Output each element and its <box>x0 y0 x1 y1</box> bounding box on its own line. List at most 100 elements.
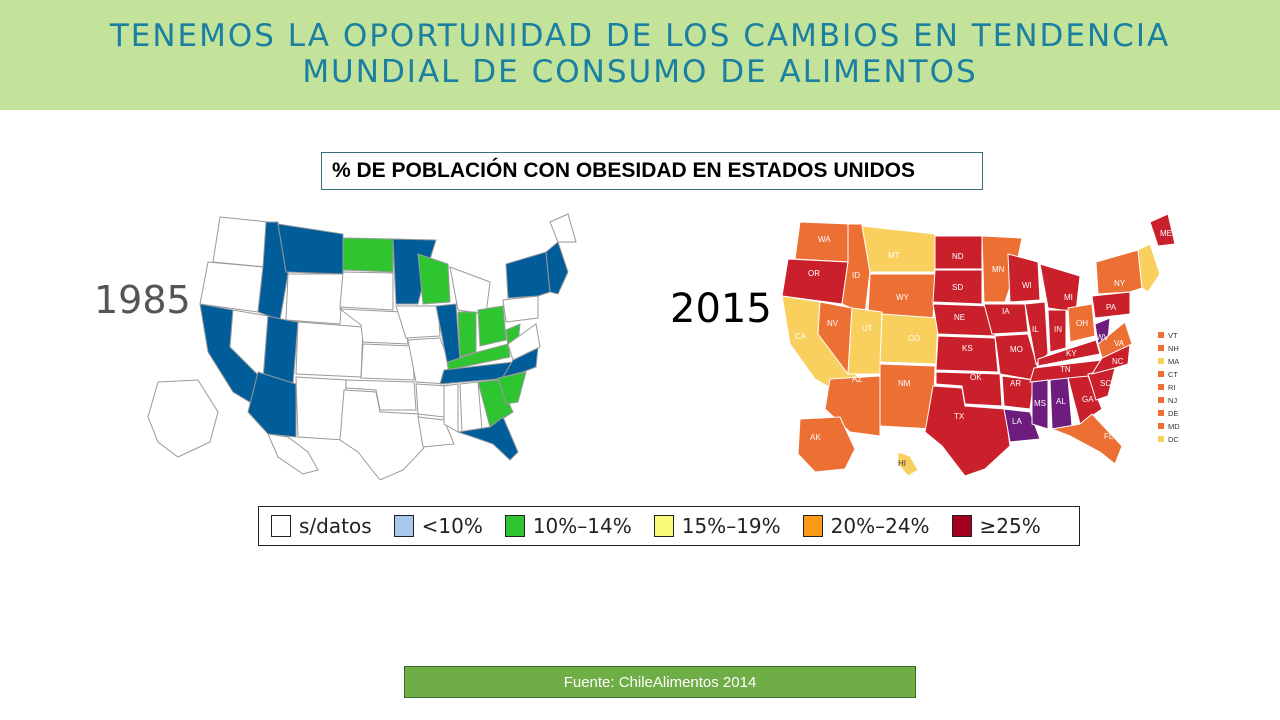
state-nd-2015 <box>934 235 983 270</box>
state-mt-2015 <box>861 225 936 273</box>
side-label-md: MD <box>1168 422 1180 431</box>
state-or <box>199 261 264 313</box>
year-label-1985: 1985 <box>94 278 191 322</box>
map-subtitle: % DE POBLACIÓN CON OBESIDAD EN ESTADOS U… <box>321 152 983 190</box>
label-mn: MN <box>992 265 1005 274</box>
label-ga: GA <box>1082 395 1094 404</box>
side-label-vt: VT <box>1168 331 1178 340</box>
state-ne2-2015 <box>1137 243 1161 293</box>
state-il-2015 <box>1024 301 1049 365</box>
state-ga <box>477 379 514 428</box>
label-pa: PA <box>1106 303 1117 312</box>
side-label-nj: NJ <box>1168 396 1177 405</box>
state-nm <box>295 376 347 441</box>
page-title: TENEMOS LA OPORTUNIDAD DE LOS CAMBIOS EN… <box>0 18 1280 90</box>
side-label-dc: DC <box>1168 435 1179 444</box>
legend-item-20-24: 20%–24% <box>802 514 940 538</box>
label-al: AL <box>1056 397 1066 406</box>
legend-label: ≥25% <box>979 514 1041 538</box>
state-ak-2015 <box>797 416 856 473</box>
side-label-de: DE <box>1168 409 1178 418</box>
label-ia: IA <box>1002 307 1010 316</box>
state-ut <box>262 315 299 385</box>
state-ar <box>415 383 449 418</box>
label-oh: OH <box>1076 319 1088 328</box>
map-2015: WA OR CA ID NV MT WY UT CO AZ NM ND SD N… <box>781 214 1180 477</box>
label-ne: NE <box>954 313 965 322</box>
side-label-ri: RI <box>1168 383 1176 392</box>
label-nd: ND <box>952 252 964 261</box>
side-label-ct: CT <box>1168 370 1178 379</box>
legend-item-gte25: ≥25% <box>951 514 1051 538</box>
label-id: ID <box>852 271 860 280</box>
small-state-key: VT NH MA CT RI NJ DE MD DC <box>1158 331 1180 444</box>
legend-item-15-19: 15%–19% <box>653 514 791 538</box>
side-label-ma: MA <box>1168 357 1179 366</box>
state-me-2015 <box>1149 214 1176 247</box>
state-in <box>457 311 477 358</box>
legend-item-no-data: s/datos <box>271 514 382 538</box>
label-or: OR <box>808 269 820 278</box>
label-ny: NY <box>1114 279 1126 288</box>
state-sd <box>339 271 394 311</box>
label-ar: AR <box>1010 379 1021 388</box>
state-co <box>295 321 364 378</box>
state-ny-2015 <box>1095 249 1143 295</box>
state-tx <box>339 389 425 480</box>
state-oh-2015 <box>1067 303 1096 343</box>
label-wa: WA <box>818 235 831 244</box>
header-banner: TENEMOS LA OPORTUNIDAD DE LOS CAMBIOS EN… <box>0 0 1280 110</box>
state-hi <box>267 433 319 475</box>
state-ny <box>505 251 551 299</box>
label-fl: FL <box>1104 432 1114 441</box>
label-wv: WV <box>1096 333 1110 342</box>
state-me <box>549 213 577 243</box>
label-tx: TX <box>954 412 965 421</box>
state-oh <box>477 305 507 347</box>
legend-label: 20%–24% <box>830 514 930 538</box>
label-ky: KY <box>1066 349 1077 358</box>
state-ky <box>447 343 511 371</box>
label-mo: MO <box>1010 345 1023 354</box>
label-nm: NM <box>898 379 911 388</box>
label-nc: NC <box>1112 357 1124 366</box>
state-fl-2015 <box>1050 413 1123 465</box>
state-ms <box>443 383 459 433</box>
label-hi: HI <box>898 459 906 468</box>
state-va <box>507 323 541 361</box>
label-va: VA <box>1114 339 1125 348</box>
state-sd-2015 <box>932 269 983 305</box>
state-ky-2015 <box>1037 339 1101 367</box>
source-caption: Fuente: ChileAlimentos 2014 <box>404 666 916 698</box>
label-ca: CA <box>795 332 807 341</box>
state-ks <box>360 343 415 381</box>
state-fl <box>457 416 519 461</box>
label-me: ME <box>1160 229 1172 238</box>
state-ar-2015 <box>1001 375 1035 410</box>
label-la: LA <box>1012 417 1022 426</box>
legend-swatch <box>951 515 972 537</box>
state-ga-2015 <box>1067 375 1103 425</box>
legend-label: <10% <box>421 514 483 538</box>
label-wi: WI <box>1022 281 1032 290</box>
state-nd <box>342 237 394 273</box>
label-ms: MS <box>1034 399 1046 408</box>
legend-swatch <box>393 515 414 537</box>
label-in: IN <box>1054 325 1062 334</box>
state-tx-2015 <box>924 385 1011 477</box>
title-line-1: TENEMOS LA OPORTUNIDAD DE LOS CAMBIOS EN… <box>109 18 1171 54</box>
state-wy <box>285 273 344 325</box>
state-ks-2015 <box>935 335 999 373</box>
legend-item-10-14: 10%–14% <box>504 514 642 538</box>
state-ne-states <box>545 241 569 295</box>
label-ut: UT <box>862 324 873 333</box>
legend-swatch <box>802 515 823 537</box>
state-mt <box>277 223 344 275</box>
state-wa <box>212 216 269 268</box>
legend-item-lt10: <10% <box>393 514 493 538</box>
label-ak: AK <box>810 433 821 442</box>
state-ia-2015 <box>983 303 1029 335</box>
legend-swatch <box>271 515 291 537</box>
label-ok: OK <box>970 373 982 382</box>
label-co: CO <box>908 334 920 343</box>
